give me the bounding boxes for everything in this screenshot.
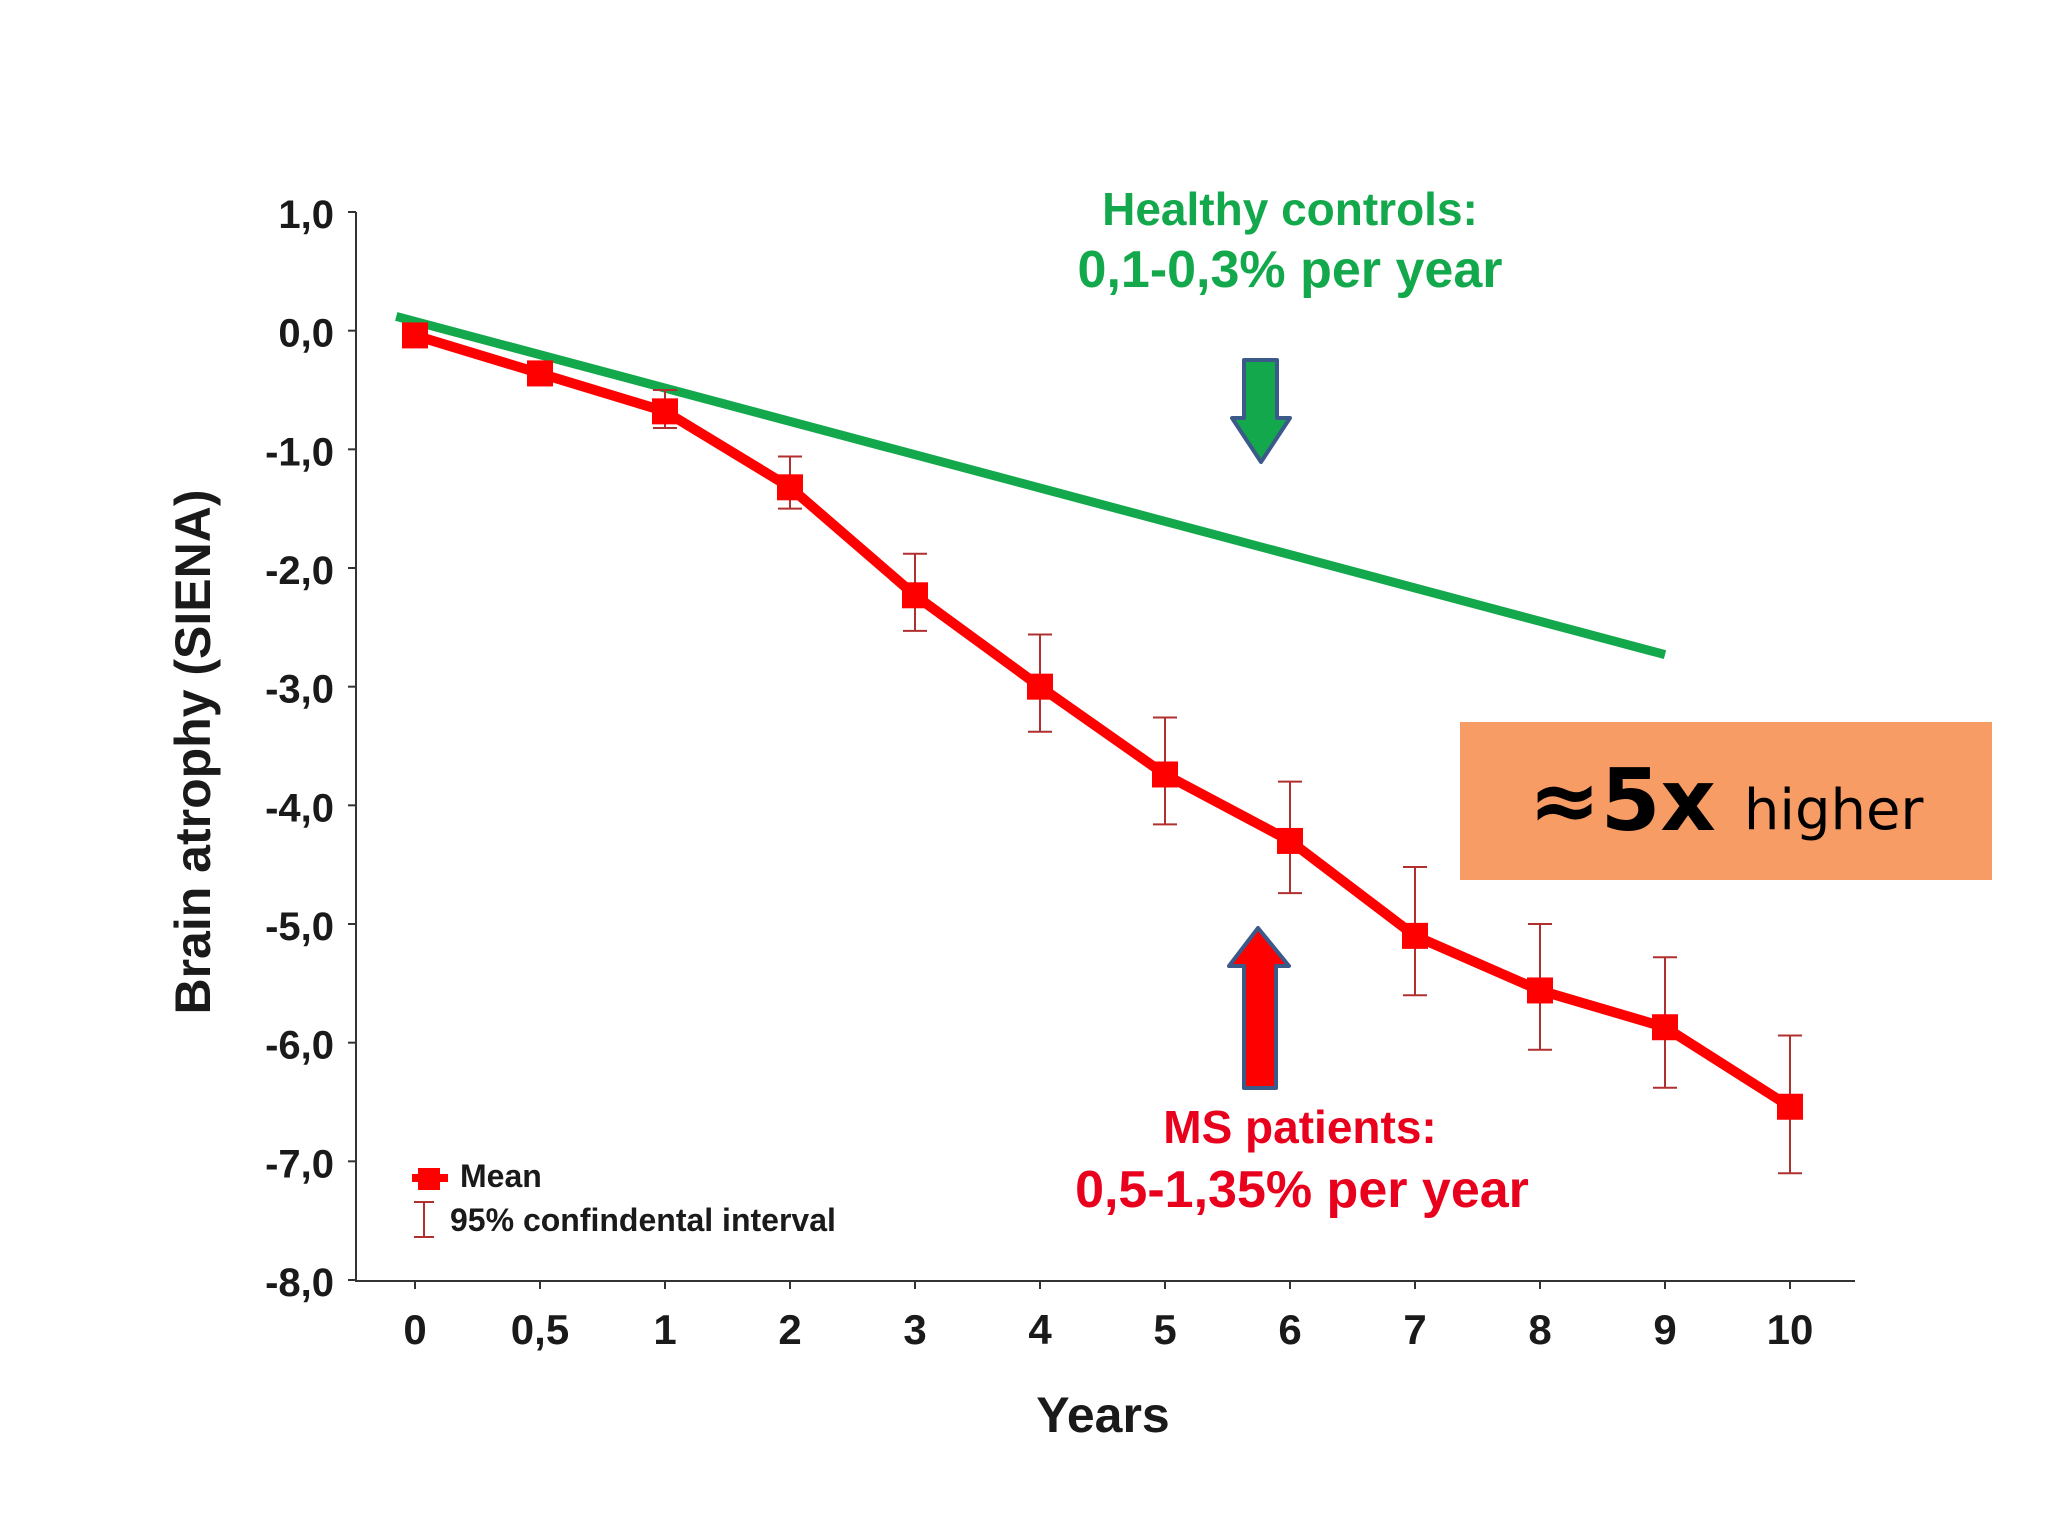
- y-tick-label: -5,0: [265, 905, 334, 949]
- ms-mean-point: [1652, 1014, 1678, 1041]
- ms-mean-point: [1027, 673, 1053, 700]
- ratio-callout-box: ≈5x higher: [1460, 722, 1992, 880]
- y-ticks: 1,0 0,0 -1,0 -2,0 -3,0 -4,0 -5,0 -6,0 -7,0 -8,0: [265, 193, 356, 1305]
- ms-mean-point: [777, 474, 803, 501]
- down-arrow-icon: [1230, 358, 1292, 464]
- x-tick-label: 7: [1403, 1306, 1426, 1353]
- ms-mean-point: [652, 398, 678, 425]
- legend-mean-symbol: [412, 1168, 448, 1190]
- healthy-controls-rate: 0,1-0,3% per year: [1077, 241, 1503, 299]
- legend-ci-label: 95% confindental interval: [450, 1202, 836, 1238]
- y-tick-label: -4,0: [265, 786, 334, 830]
- x-tick-label: 0: [403, 1306, 426, 1353]
- x-tick-label: 6: [1278, 1306, 1301, 1353]
- ms-patients-rate: 0,5-1,35% per year: [1075, 1161, 1529, 1219]
- y-tick-label: -2,0: [265, 549, 334, 593]
- legend-mean-label: Mean: [460, 1158, 542, 1194]
- legend-ci-symbol: [414, 1201, 434, 1238]
- x-tick-label: 1: [653, 1306, 676, 1353]
- ms-mean-point: [1527, 977, 1553, 1004]
- y-tick-label: -6,0: [265, 1024, 334, 1068]
- healthy-controls-title: Healthy controls:: [1102, 183, 1478, 235]
- ratio-value: ≈5x: [1528, 751, 1716, 851]
- y-tick-label: -3,0: [265, 668, 334, 712]
- x-ticks: 0 0,5 1 2 3 4 5 6 7 8 9 10: [403, 1281, 1813, 1353]
- y-tick-label: 1,0: [278, 193, 334, 237]
- ms-mean-point: [902, 582, 928, 609]
- ms-mean-point: [1152, 761, 1178, 788]
- x-tick-label: 4: [1028, 1306, 1052, 1353]
- healthy-controls-line: [395, 312, 1667, 659]
- ratio-text: higher: [1743, 777, 1924, 843]
- ms-mean-point: [1777, 1093, 1803, 1120]
- y-tick-label: 0,0: [278, 312, 334, 356]
- x-tick-label: 10: [1767, 1306, 1814, 1353]
- ms-mean-series: [402, 322, 1803, 1120]
- ms-mean-point: [402, 322, 428, 349]
- y-axis-title: Brain atrophy (SIENA): [165, 489, 221, 1014]
- x-tick-label: 9: [1653, 1306, 1676, 1353]
- ms-mean-point: [1402, 922, 1428, 949]
- y-tick-label: -1,0: [265, 430, 334, 474]
- x-tick-label: 3: [903, 1306, 926, 1353]
- ms-patients-title: MS patients:: [1163, 1101, 1437, 1153]
- y-tick-label: -8,0: [265, 1261, 334, 1305]
- ms-mean-point: [1277, 827, 1303, 854]
- ms-mean-point: [527, 360, 553, 387]
- x-tick-label: 8: [1528, 1306, 1551, 1353]
- y-tick-label: -7,0: [265, 1142, 334, 1186]
- healthy-controls-series: [395, 312, 1667, 659]
- up-arrow-icon: [1227, 926, 1291, 1090]
- x-tick-label: 0,5: [511, 1306, 569, 1353]
- x-tick-label: 2: [778, 1306, 801, 1353]
- x-tick-label: 5: [1153, 1306, 1176, 1353]
- x-axis-title: Years: [1036, 1387, 1169, 1443]
- ms-mean-line: [413, 330, 1793, 1111]
